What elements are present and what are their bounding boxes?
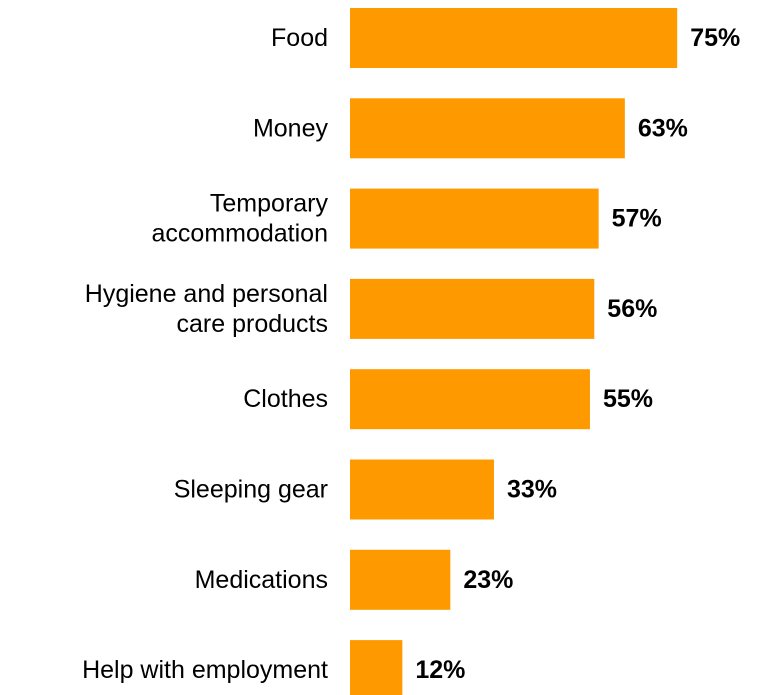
bar-help-with-employment bbox=[350, 640, 403, 695]
bar-clothes bbox=[350, 369, 590, 430]
value-label-hygiene-and-personal-care-products: 56% bbox=[607, 295, 657, 323]
value-labels: 75% 63% 57% 56% 55% 33% 23% 12% bbox=[415, 24, 740, 684]
category-label-money: Money bbox=[253, 114, 329, 142]
value-label-temporary-accommodation: 57% bbox=[612, 205, 662, 233]
category-label-line: Money bbox=[253, 114, 329, 142]
bar-money bbox=[350, 98, 625, 159]
value-label-money: 63% bbox=[638, 114, 688, 142]
value-label-sleeping-gear: 33% bbox=[507, 476, 557, 504]
value-label-food: 75% bbox=[690, 24, 740, 52]
category-label-line: accommodation bbox=[152, 220, 328, 248]
category-label-medications: Medications bbox=[195, 566, 328, 594]
category-label-line: Temporary bbox=[210, 190, 329, 218]
bar-sleeping-gear bbox=[350, 459, 494, 520]
bar-temporary-accommodation bbox=[350, 188, 599, 249]
category-label-line: Sleeping gear bbox=[174, 476, 328, 504]
category-label-help-with-employment: Help with employment bbox=[82, 656, 328, 684]
bar-hygiene-and-personal-care-products bbox=[350, 278, 595, 339]
category-label-food: Food bbox=[271, 24, 328, 52]
bar-medications bbox=[350, 549, 451, 610]
category-label-line: Hygiene and personal bbox=[85, 280, 328, 308]
category-label-line: Food bbox=[271, 24, 328, 52]
bars bbox=[350, 8, 678, 695]
category-label-line: care products bbox=[177, 310, 328, 338]
category-label-line: Clothes bbox=[243, 385, 328, 413]
value-label-clothes: 55% bbox=[603, 385, 653, 413]
value-label-medications: 23% bbox=[463, 566, 513, 594]
category-label-sleeping-gear: Sleeping gear bbox=[174, 476, 328, 504]
value-label-help-with-employment: 12% bbox=[415, 656, 465, 684]
bar-food bbox=[350, 8, 678, 68]
category-label-clothes: Clothes bbox=[243, 385, 328, 413]
category-label-line: Help with employment bbox=[82, 656, 328, 684]
category-label-line: Medications bbox=[195, 566, 328, 594]
